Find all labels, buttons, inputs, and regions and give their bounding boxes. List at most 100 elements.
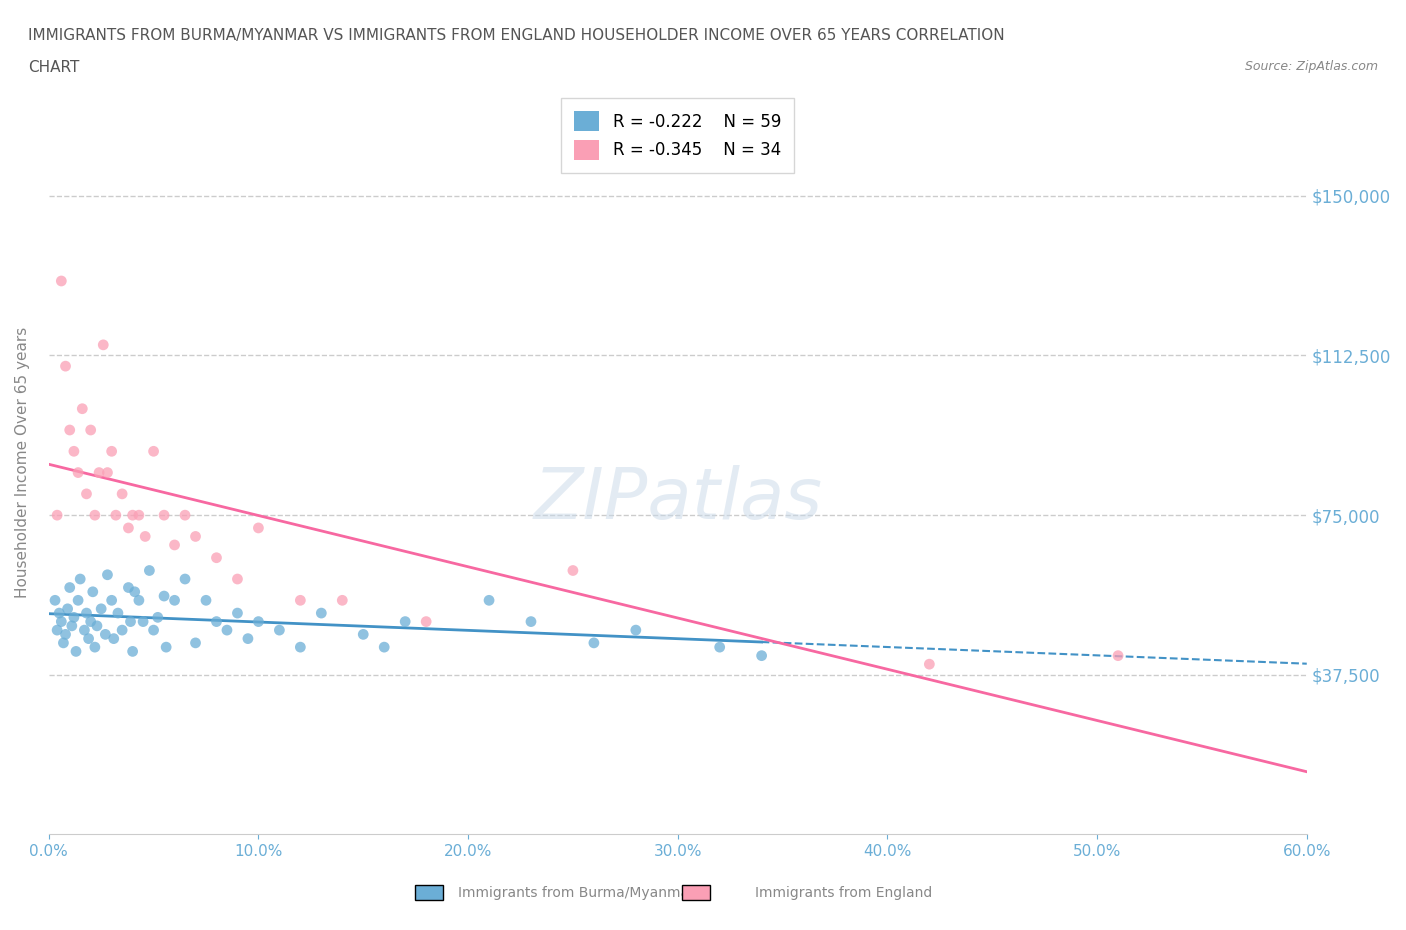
Point: [215, 623, 238, 638]
Point: [1107, 648, 1129, 663]
Point: [72, 401, 94, 416]
Point: [163, 592, 186, 607]
Point: [330, 592, 353, 607]
Point: [52, 635, 75, 650]
Point: [59, 580, 82, 595]
Point: [290, 592, 312, 607]
Text: CHART: CHART: [28, 60, 80, 75]
Point: [394, 614, 416, 629]
Point: [918, 657, 941, 671]
Point: [247, 521, 270, 536]
Point: [478, 592, 501, 607]
Point: [195, 592, 218, 607]
Point: [56, 602, 79, 617]
Point: [111, 486, 134, 501]
Point: [205, 551, 228, 565]
Point: [184, 635, 207, 650]
Point: [247, 614, 270, 629]
Point: [83, 640, 105, 655]
Point: [59, 422, 82, 437]
Point: [48, 605, 70, 620]
Point: [226, 572, 249, 587]
Point: [205, 614, 228, 629]
Text: Immigrants from England: Immigrants from England: [755, 885, 932, 900]
Point: [91, 338, 114, 352]
Point: [55, 627, 77, 642]
Point: [79, 614, 101, 629]
Point: [117, 580, 139, 595]
Point: [142, 444, 165, 458]
Point: [44, 592, 66, 607]
Point: [146, 610, 169, 625]
Point: [117, 521, 139, 536]
Point: [138, 563, 160, 578]
Point: [76, 486, 98, 501]
Point: [69, 572, 91, 587]
Point: [51, 273, 73, 288]
Point: [561, 563, 583, 578]
Point: [624, 623, 647, 638]
Point: [132, 614, 155, 629]
Point: [134, 529, 156, 544]
Point: [63, 444, 86, 458]
Point: [100, 592, 122, 607]
Point: [46, 623, 69, 638]
Point: [121, 508, 143, 523]
Point: [155, 640, 177, 655]
Point: [153, 589, 176, 604]
Point: [67, 592, 90, 607]
Point: [79, 422, 101, 437]
Point: [142, 623, 165, 638]
Point: [128, 508, 150, 523]
Point: [709, 640, 731, 655]
Point: [103, 631, 125, 646]
Point: [120, 614, 142, 629]
Point: [107, 605, 129, 620]
Point: [86, 618, 108, 633]
Point: [236, 631, 259, 646]
Legend: R = -0.222    N = 59, R = -0.345    N = 34: R = -0.222 N = 59, R = -0.345 N = 34: [561, 98, 794, 173]
Point: [121, 644, 143, 658]
Point: [96, 465, 118, 480]
Point: [65, 644, 87, 658]
Point: [415, 614, 437, 629]
Point: [83, 508, 105, 523]
Point: [269, 623, 291, 638]
Point: [76, 605, 98, 620]
Text: Immigrants from Burma/Myanmar: Immigrants from Burma/Myanmar: [458, 885, 695, 900]
Point: [73, 623, 96, 638]
Point: [77, 631, 100, 646]
Point: [100, 444, 122, 458]
Point: [55, 359, 77, 374]
Point: [153, 508, 176, 523]
Y-axis label: Householder Income Over 65 years: Householder Income Over 65 years: [15, 326, 30, 598]
Point: [163, 538, 186, 552]
Point: [520, 614, 543, 629]
Point: [128, 592, 150, 607]
Point: [184, 529, 207, 544]
Text: Source: ZipAtlas.com: Source: ZipAtlas.com: [1244, 60, 1378, 73]
Point: [60, 618, 83, 633]
Point: [352, 627, 374, 642]
Text: IMMIGRANTS FROM BURMA/MYANMAR VS IMMIGRANTS FROM ENGLAND HOUSEHOLDER INCOME OVER: IMMIGRANTS FROM BURMA/MYANMAR VS IMMIGRA…: [28, 28, 1005, 43]
Point: [63, 610, 86, 625]
Point: [104, 508, 127, 523]
Point: [82, 584, 104, 599]
Point: [582, 635, 605, 650]
Text: ZIPatlas: ZIPatlas: [533, 465, 823, 534]
Point: [67, 465, 90, 480]
Point: [90, 602, 112, 617]
Point: [311, 605, 333, 620]
Point: [124, 584, 146, 599]
Point: [94, 627, 117, 642]
Point: [290, 640, 312, 655]
Point: [174, 508, 197, 523]
Point: [96, 567, 118, 582]
Point: [111, 623, 134, 638]
Point: [226, 605, 249, 620]
Point: [373, 640, 395, 655]
Point: [751, 648, 773, 663]
Point: [174, 572, 197, 587]
Point: [46, 508, 69, 523]
Point: [51, 614, 73, 629]
